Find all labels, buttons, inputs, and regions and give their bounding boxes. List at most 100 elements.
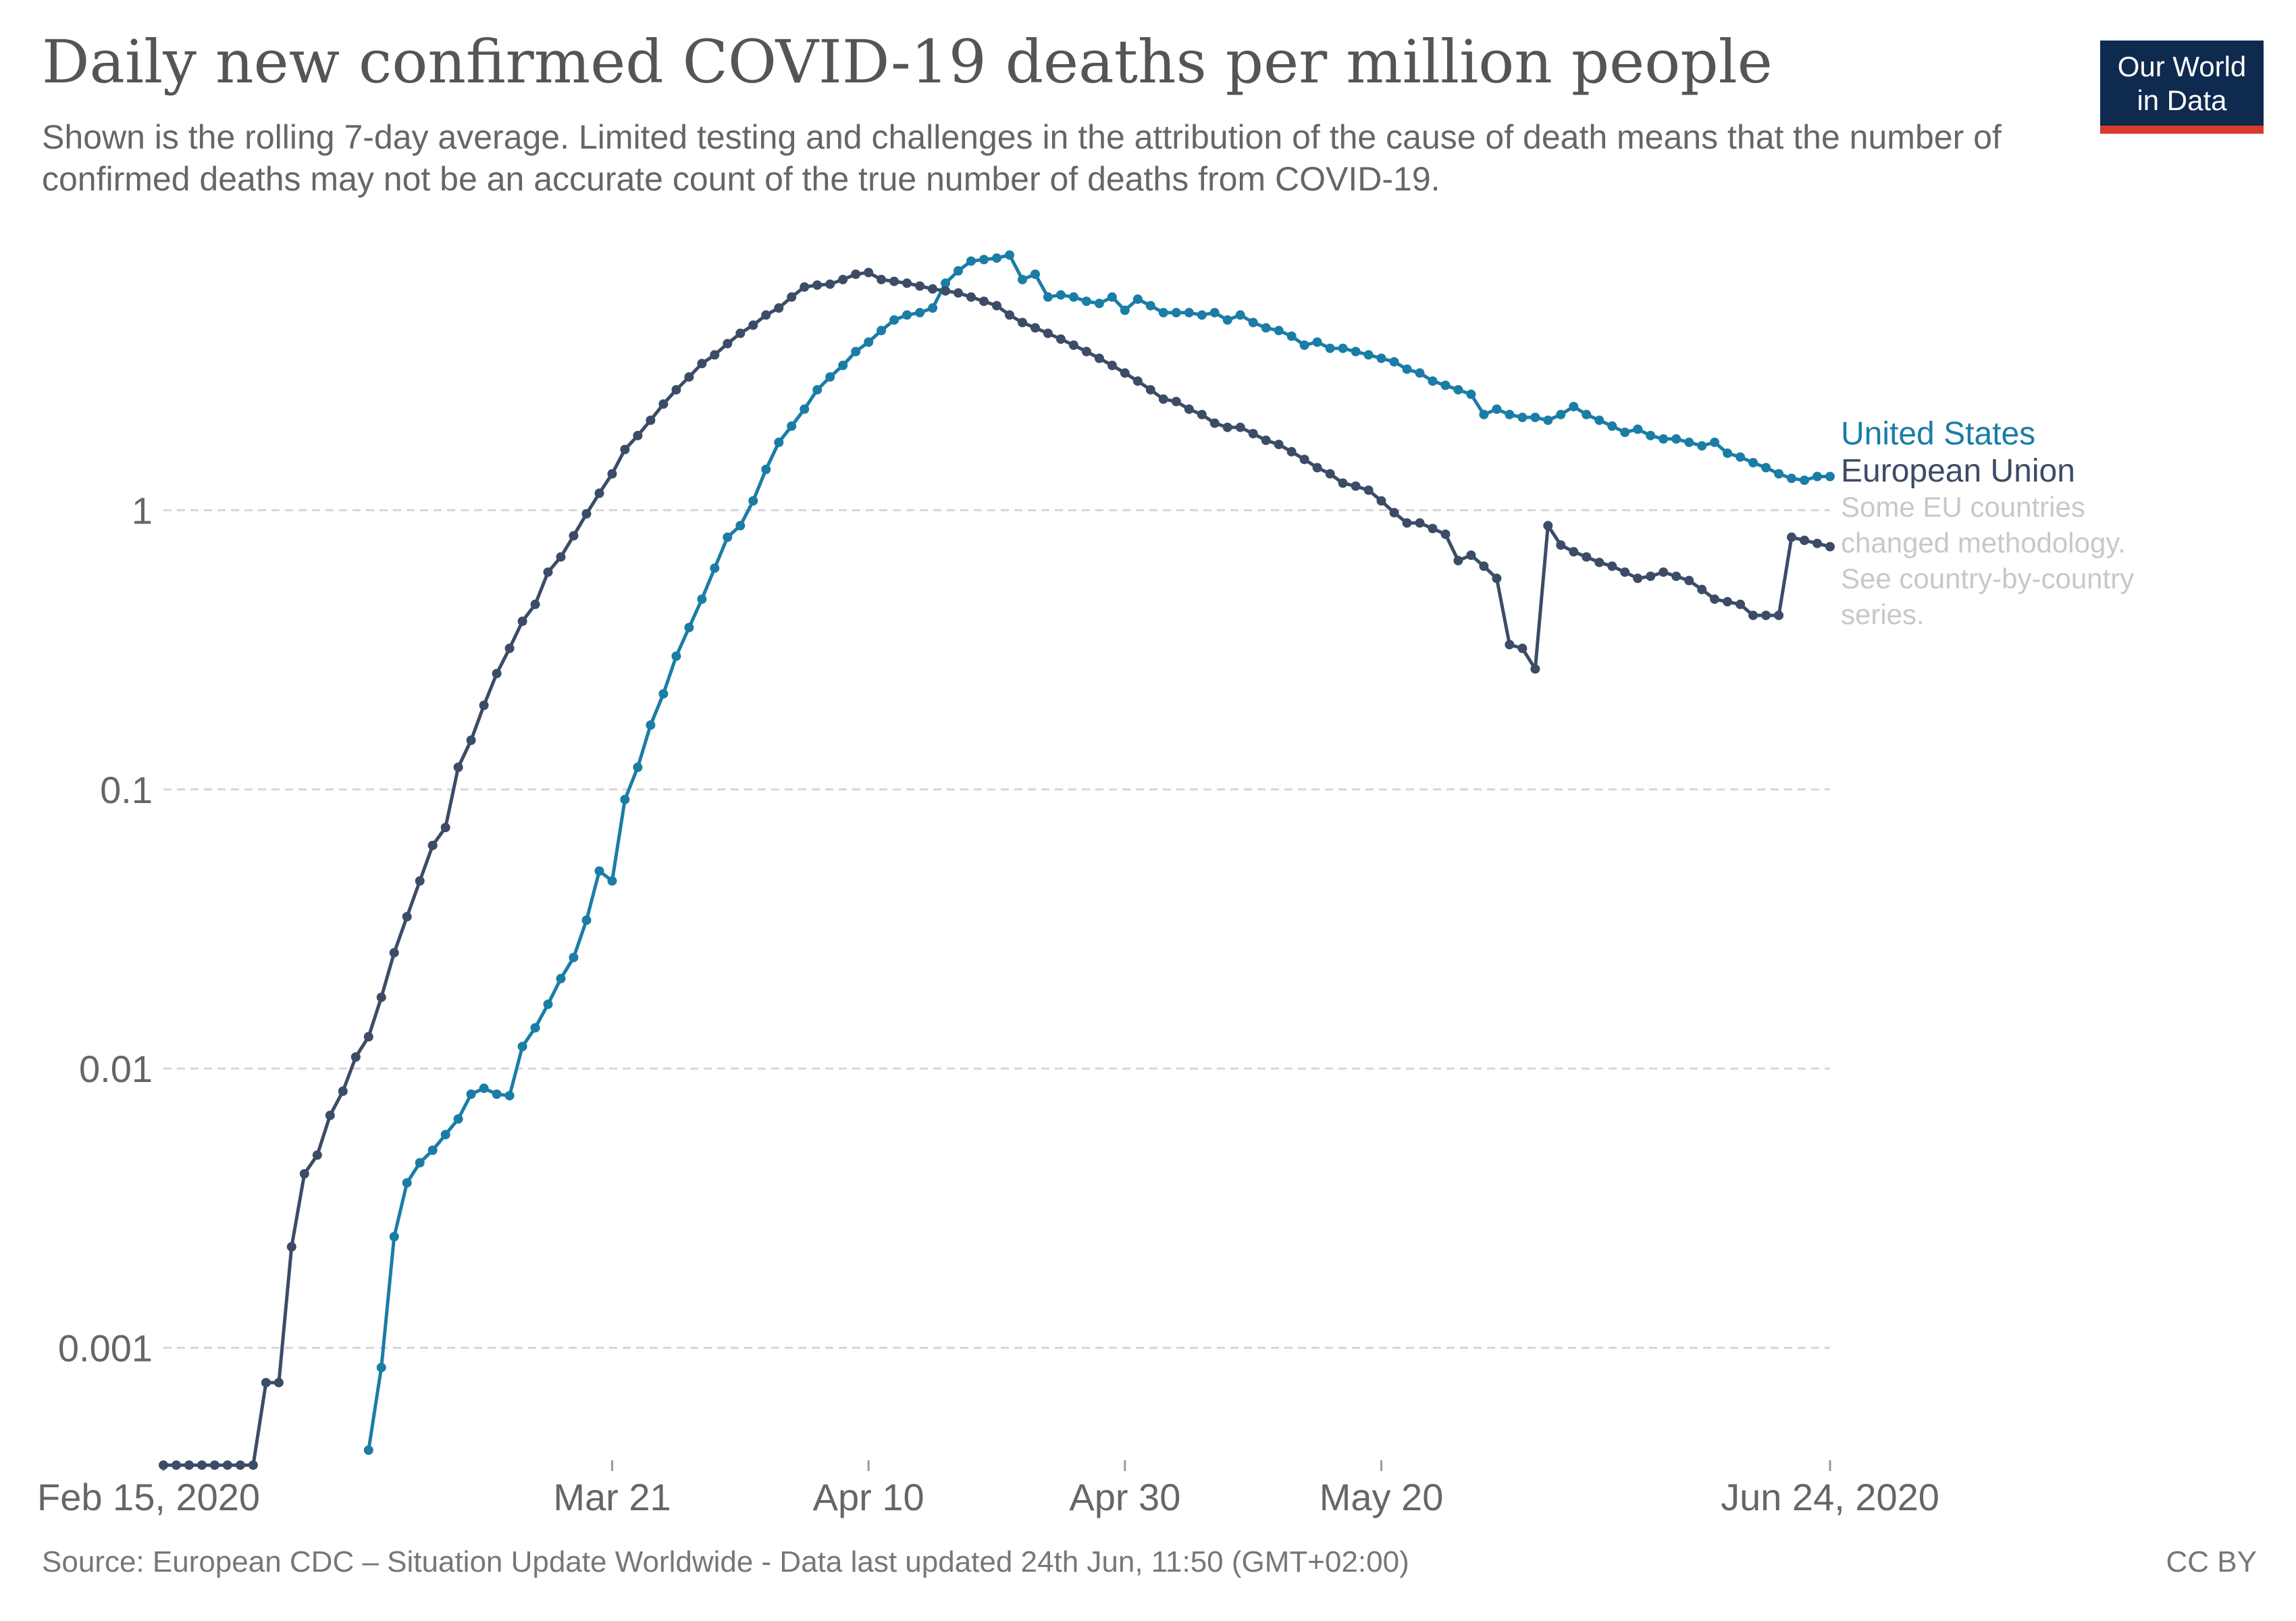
data-point [1787, 473, 1796, 484]
data-point [1145, 301, 1155, 311]
data-point [1569, 402, 1579, 411]
x-tick-label: Apr 30 [1069, 1476, 1180, 1518]
data-point [915, 281, 925, 291]
data-point [825, 372, 835, 382]
data-point [812, 280, 823, 290]
data-point [800, 404, 810, 414]
data-point [1209, 418, 1220, 428]
data-point [1274, 326, 1284, 336]
data-point [812, 385, 823, 395]
data-point [299, 1168, 309, 1179]
data-point [273, 1378, 284, 1388]
license-label[interactable]: CC BY [2166, 1545, 2257, 1578]
y-tick-label: 0.1 [100, 769, 153, 811]
chart-subtitle: Shown is the rolling 7-day average. Limi… [42, 118, 2002, 198]
data-point [1209, 307, 1220, 317]
data-point [889, 315, 899, 325]
data-point [1389, 357, 1399, 367]
data-point [543, 999, 553, 1009]
data-point [1018, 317, 1027, 328]
data-point [941, 278, 951, 288]
data-point [1453, 385, 1463, 395]
data-point [1556, 409, 1566, 419]
data-point [1607, 561, 1617, 571]
data-point [954, 266, 963, 276]
data-point [684, 623, 694, 633]
data-point [466, 736, 476, 745]
data-point [1543, 521, 1553, 531]
data-point [1723, 596, 1733, 607]
data-point [1646, 430, 1656, 440]
data-point [1530, 664, 1540, 674]
logo-accent-bar [2100, 126, 2264, 134]
data-point [1132, 376, 1143, 386]
data-point [710, 350, 720, 360]
data-point [350, 1052, 361, 1062]
data-point [697, 594, 707, 604]
data-point [517, 616, 527, 626]
data-point [607, 469, 617, 479]
data-point [492, 1089, 502, 1099]
data-point [1556, 540, 1566, 550]
data-point [761, 465, 771, 474]
data-point [787, 292, 797, 302]
data-point [1030, 269, 1040, 279]
data-point [966, 292, 976, 302]
data-point [723, 338, 733, 349]
data-point [1158, 307, 1168, 317]
series-line [367, 253, 1830, 1451]
data-point [1697, 441, 1707, 451]
data-point [1492, 404, 1502, 414]
data-point [1094, 299, 1104, 309]
data-point [376, 1362, 386, 1372]
data-point [1492, 573, 1502, 584]
data-point [517, 1041, 527, 1052]
data-point [389, 1232, 399, 1241]
y-tick-label: 1 [132, 489, 153, 532]
data-point [1684, 575, 1694, 586]
data-point [1825, 542, 1835, 552]
data-point [633, 430, 643, 440]
data-point [1248, 429, 1258, 438]
data-point [1723, 448, 1733, 458]
data-point [1184, 307, 1194, 317]
data-point [1825, 471, 1835, 482]
series-label-european-union: European Union [1841, 453, 2075, 489]
data-point [1043, 292, 1053, 302]
owid-logo[interactable]: Our World in Data [2100, 41, 2264, 134]
data-point [1428, 376, 1438, 386]
data-point [1761, 463, 1771, 473]
data-point [1748, 611, 1758, 621]
data-point [1197, 310, 1207, 320]
y-tick-label: 0.001 [58, 1327, 153, 1370]
data-point [1030, 323, 1040, 333]
data-point [1299, 340, 1309, 350]
data-point [1736, 599, 1746, 609]
data-point [453, 1114, 463, 1124]
data-point [1325, 343, 1335, 353]
x-tick-label: Jun 24, 2020 [1721, 1476, 1939, 1518]
data-point [1646, 571, 1656, 582]
data-point [1659, 434, 1669, 444]
data-point [954, 288, 963, 298]
data-point [543, 567, 553, 577]
data-point [800, 282, 810, 292]
data-point [646, 415, 656, 426]
chart-title: Daily new confirmed COVID-19 deaths per … [42, 27, 1773, 97]
data-point [1261, 435, 1271, 445]
data-point [1671, 571, 1681, 582]
data-point [1171, 396, 1181, 407]
data-point [1594, 415, 1604, 426]
data-point [1428, 523, 1438, 534]
data-point [1774, 611, 1784, 621]
data-point [1466, 550, 1476, 560]
data-point [235, 1460, 245, 1470]
data-point [735, 521, 746, 531]
data-point [1543, 415, 1553, 426]
x-tick-label: Feb 15, 2020 [37, 1476, 260, 1518]
data-point [723, 532, 733, 542]
data-point [1594, 557, 1604, 567]
data-point [466, 1089, 476, 1099]
data-point [1761, 611, 1771, 621]
